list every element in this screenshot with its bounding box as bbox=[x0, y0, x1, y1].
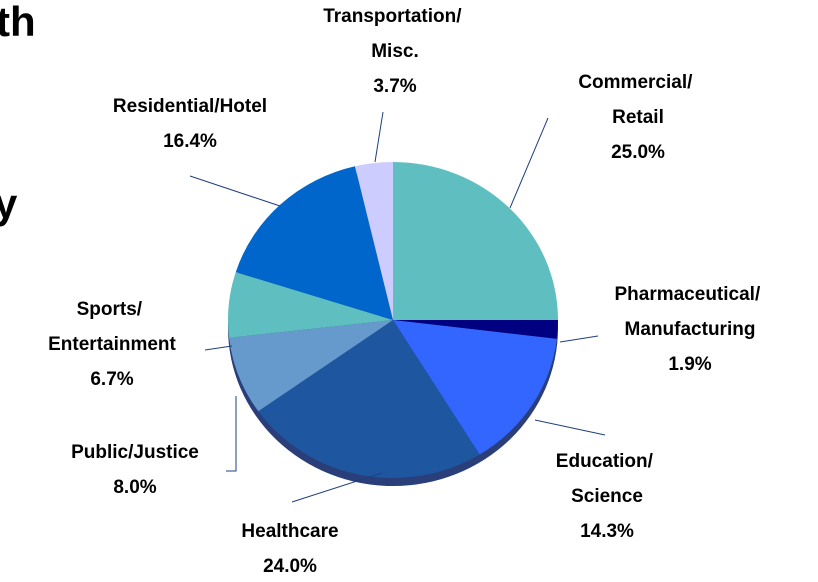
leader-line bbox=[374, 111, 384, 163]
category-label: Public/Justice bbox=[71, 442, 199, 463]
leader-line bbox=[559, 335, 599, 343]
leader-line bbox=[189, 175, 281, 207]
leader-line bbox=[509, 117, 549, 209]
value-label: 3.7% bbox=[373, 76, 416, 97]
pie-slice bbox=[229, 320, 393, 412]
value-label: 16.4% bbox=[163, 131, 217, 152]
category-label: Sports/ Entertainment bbox=[48, 299, 176, 355]
leader-line bbox=[226, 396, 237, 472]
category-label: Healthcare bbox=[241, 521, 338, 542]
cropped-title-text: y bbox=[0, 180, 18, 227]
value-label: 6.7% bbox=[90, 369, 133, 390]
leader-line bbox=[291, 472, 383, 503]
cropped-title-text: th bbox=[0, 0, 36, 45]
pie-slice bbox=[393, 162, 558, 320]
value-label: 8.0% bbox=[113, 477, 156, 498]
leader-line bbox=[534, 419, 606, 436]
pie-slice bbox=[235, 166, 393, 320]
pie-slice bbox=[258, 320, 480, 479]
category-label: Pharmaceutical/ Manufacturing bbox=[614, 284, 765, 340]
value-label: 1.9% bbox=[668, 354, 711, 375]
pie-slice bbox=[354, 162, 393, 320]
value-label: 24.0% bbox=[263, 556, 317, 577]
category-label: Education/ Science bbox=[556, 451, 658, 507]
value-label: 14.3% bbox=[580, 521, 634, 542]
category-label: Residential/Hotel bbox=[113, 96, 267, 117]
pie-slice bbox=[228, 272, 393, 338]
leader-line bbox=[204, 345, 233, 351]
category-label: Commercial/ Retail bbox=[578, 72, 697, 128]
pie-slice bbox=[393, 320, 557, 455]
category-label: Transportation/ Misc. bbox=[323, 6, 467, 62]
value-label: 25.0% bbox=[611, 142, 665, 163]
pie-slice bbox=[393, 320, 558, 339]
